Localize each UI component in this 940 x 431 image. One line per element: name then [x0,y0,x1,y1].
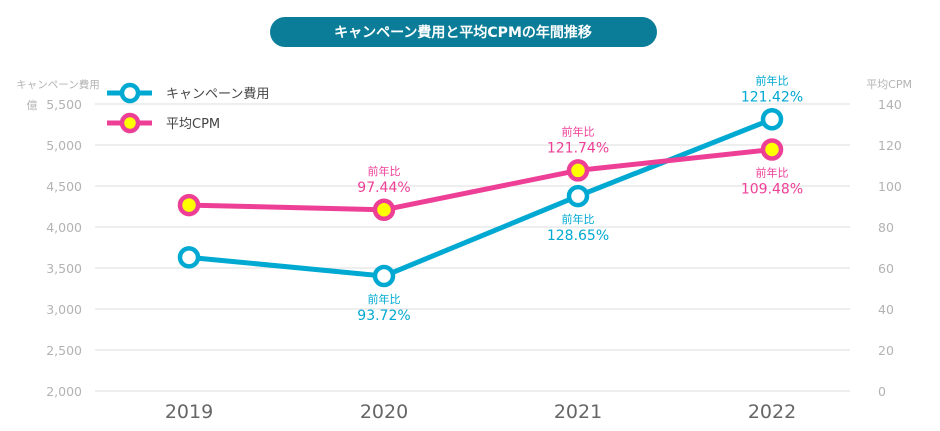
data-point [760,138,784,161]
x-tick-label: 2022 [748,401,796,423]
left-tick-label: 3,500 [46,261,82,276]
left-tick-label: 4,500 [46,179,82,194]
data-point [566,159,590,182]
right-axis-title: 平均CPM [866,78,912,91]
legend-marker [119,112,141,134]
data-point [760,108,784,131]
annotation-label: 前年比 [368,292,401,306]
annotation-label: 前年比 [562,212,595,226]
right-tick-label: 0 [878,384,886,399]
data-point [372,264,396,288]
right-tick-label: 120 [878,138,902,153]
left-axis-title: キャンペーン費用 [16,78,99,91]
chart-title: キャンペーン費用と平均CPMの年間推移 [334,24,592,41]
annotation-value: 97.44% [357,180,410,196]
right-tick-label: 100 [878,179,902,194]
title-pill [270,17,657,47]
legend-marker [119,82,141,104]
left-tick-label: 2,500 [46,343,82,358]
legend-label: 平均CPM [166,117,220,132]
x-tick-label: 2020 [360,401,408,423]
annotation-value: 93.72% [357,308,410,324]
series-line-avg-cpm [188,147,773,213]
data-point [372,198,396,222]
right-tick-label: 60 [878,261,894,276]
right-tick-label: 20 [878,343,894,358]
right-tick-label: 80 [878,220,894,235]
annotation-label: 前年比 [368,164,401,178]
x-tick-label: 2021 [554,401,602,423]
legend-label: キャンペーン費用 [166,87,269,102]
left-tick-label: 3,000 [46,302,82,317]
x-tick-label: 2019 [165,401,213,423]
annotation-label: 前年比 [756,166,789,180]
data-point [177,193,201,217]
annotation-value: 128.65% [547,228,609,244]
left-tick-label: 4,000 [46,220,82,235]
left-tick-label: 2,000 [46,384,82,399]
left-tick-label: 5,500 [46,97,82,112]
right-tick-label: 40 [878,302,894,317]
annotation-value: 109.48% [741,182,803,198]
series-line-campaign-cost [188,116,773,279]
left-tick-label: 5,000 [46,138,82,153]
data-point [566,184,590,208]
left-axis-unit: 億 [27,99,38,112]
annotation-value: 121.42% [741,89,803,105]
data-point [177,246,201,269]
annotation-label: 前年比 [562,124,595,138]
annotation-value: 121.74% [547,140,609,156]
annotation-label: 前年比 [756,73,789,87]
right-tick-label: 140 [878,97,902,112]
